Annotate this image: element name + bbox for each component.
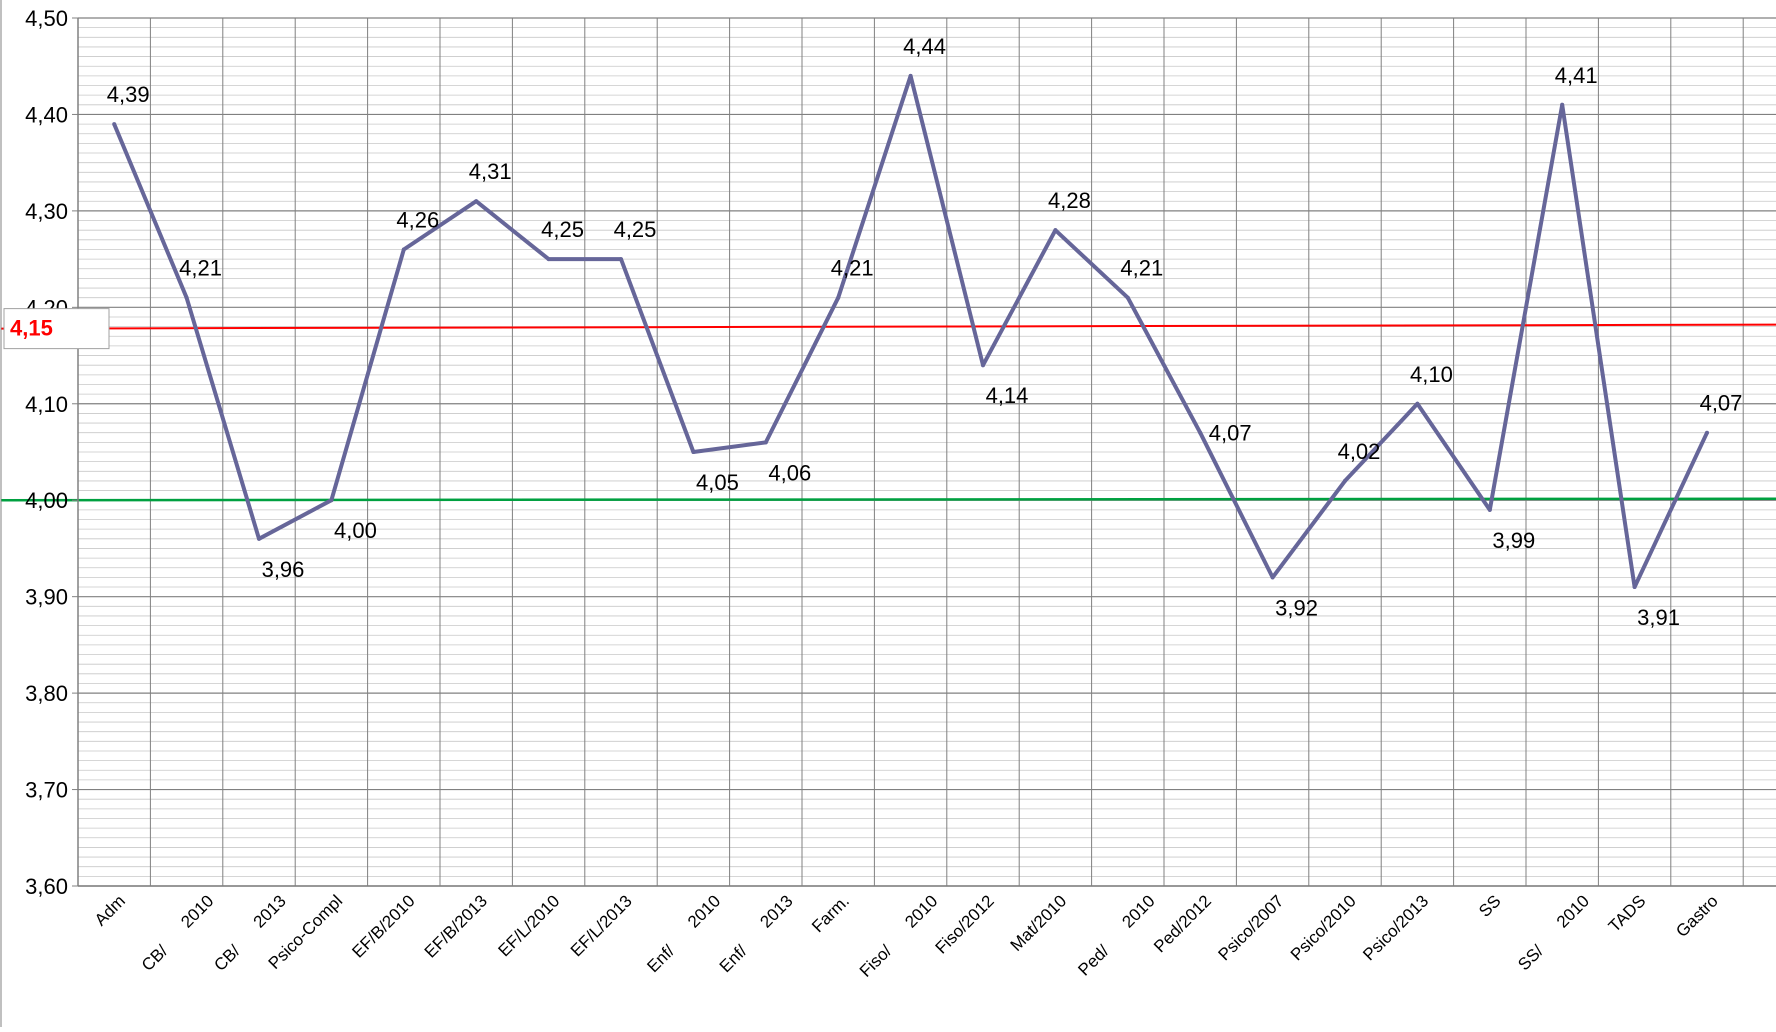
data-point	[329, 498, 334, 503]
data-point	[1053, 228, 1058, 233]
data-point	[401, 247, 406, 252]
y-tick-label: 4,00	[25, 488, 68, 513]
data-label: 4,39	[107, 82, 150, 107]
x-tick-label: Mat/2010	[1007, 891, 1071, 955]
data-label: 4,14	[986, 383, 1029, 408]
x-tick-label: SS	[1475, 891, 1504, 920]
data-label: 3,96	[262, 557, 305, 582]
x-tick-label: EF/B/2010	[348, 891, 418, 961]
y-tick-label: 3,80	[25, 681, 68, 706]
data-point	[908, 73, 913, 78]
data-label: 3,99	[1492, 528, 1535, 553]
x-tick-label: Psico/2007	[1215, 891, 1288, 964]
data-labels: 4,39 4,21 3,96 4,00 4,26 4,31 4,25 4,25 4,05 4,06…	[107, 34, 1743, 630]
data-label: 4,25	[541, 217, 584, 242]
y-tick-label: 4,10	[25, 392, 68, 417]
x-tick-label: Psico/2013	[1359, 891, 1432, 964]
data-point	[1415, 401, 1420, 406]
x-tick-label: SS/	[1514, 941, 1547, 974]
x-tick-label: CB/	[210, 941, 244, 975]
data-label: 4,21	[1120, 256, 1163, 281]
data-label: 4,06	[768, 460, 811, 485]
data-point	[981, 363, 985, 368]
reference-line-label: 4,15	[10, 316, 53, 341]
data-point	[474, 199, 479, 204]
data-point	[1270, 575, 1275, 580]
reference-line	[0, 497, 1776, 502]
data-label: 4,05	[696, 470, 739, 495]
data-label: 4,28	[1048, 188, 1091, 213]
reference-line	[0, 323, 1776, 330]
y-tick-label: 4,50	[25, 6, 68, 31]
series-line	[112, 73, 1709, 589]
data-label: 4,31	[469, 159, 512, 184]
data-label: 4,00	[334, 518, 377, 543]
y-tick-label: 4,40	[25, 102, 68, 127]
x-tick-label: 2010	[177, 891, 217, 931]
x-tick-label: EF/L/2010	[495, 891, 564, 960]
x-tick-label: Psico/2010	[1287, 891, 1360, 964]
x-tick-label: Ped/2012	[1150, 891, 1215, 956]
x-tick-label: Fiso/2012	[932, 891, 998, 957]
data-label: 4,41	[1555, 63, 1598, 88]
x-tick-label: Enf/	[643, 941, 678, 976]
x-tick-label: Ped/	[1074, 941, 1112, 979]
data-point	[1632, 585, 1637, 590]
x-tick-label: Gastro	[1672, 891, 1722, 941]
data-point	[1560, 102, 1565, 107]
y-tick-label: 3,70	[25, 778, 68, 803]
data-label: 3,92	[1275, 595, 1318, 620]
x-tick-label: 2010	[1118, 891, 1158, 931]
data-label: 4,26	[396, 207, 439, 232]
data-label: 4,25	[614, 217, 657, 242]
data-point	[546, 257, 551, 262]
x-tick-label: Adm	[91, 891, 129, 929]
data-label: 4,44	[903, 34, 946, 59]
data-point	[112, 122, 117, 127]
x-tick-label: Enf/	[716, 941, 751, 976]
data-label: 3,91	[1637, 605, 1680, 630]
y-tick-label: 4,30	[25, 199, 68, 224]
data-point	[1125, 295, 1130, 300]
y-tick-label: 3,90	[25, 585, 68, 610]
data-point	[1343, 478, 1347, 483]
data-label: 4,02	[1338, 439, 1381, 464]
x-tick-label: TADS	[1605, 891, 1650, 936]
data-point	[1487, 507, 1492, 512]
x-tick-label: EF/B/2013	[421, 891, 491, 961]
reference-label-box: 4,15	[3, 308, 110, 350]
data-point	[184, 295, 189, 300]
data-point	[836, 295, 841, 300]
data-point	[257, 536, 261, 541]
data-point	[1198, 430, 1203, 435]
x-tick-label: 2010	[1553, 891, 1593, 931]
data-point	[1705, 430, 1709, 435]
x-tick-label: Fiso/	[856, 941, 896, 981]
x-tick-label: EF/L/2013	[567, 891, 636, 960]
data-point	[691, 450, 696, 454]
data-label: 4,07	[1700, 391, 1743, 416]
data-point	[763, 440, 768, 445]
reference-lines	[0, 323, 1776, 502]
x-tick-label: Farm.	[808, 891, 853, 936]
data-point	[619, 257, 623, 262]
y-tick-labels: 3,603,703,803,904,004,104,204,304,404,50	[25, 6, 68, 899]
data-label: 4,21	[831, 256, 874, 281]
x-tick-label: 2013	[250, 891, 290, 931]
x-tick-label: 2010	[901, 891, 941, 931]
reference-label-box-frame	[3, 308, 110, 350]
x-tick-label: 2010	[684, 891, 724, 931]
data-label: 4,10	[1410, 362, 1453, 387]
data-label: 4,07	[1209, 421, 1252, 446]
data-label: 4,21	[179, 256, 222, 281]
series	[112, 73, 1709, 590]
x-tick-label: CB/	[138, 941, 172, 975]
x-tick-label: 2013	[756, 891, 796, 931]
y-tick-label: 3,60	[25, 874, 68, 899]
grid	[77, 17, 1776, 887]
